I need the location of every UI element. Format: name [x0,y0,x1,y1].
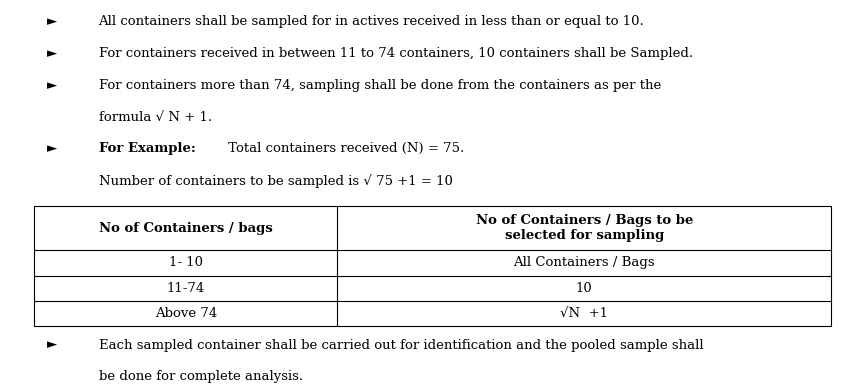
Text: Above 74: Above 74 [154,307,217,320]
Text: 1- 10: 1- 10 [169,257,203,269]
Text: formula √ N + 1.: formula √ N + 1. [99,111,212,124]
Text: ►: ► [47,142,57,156]
Text: No of Containers / Bags to be
selected for sampling: No of Containers / Bags to be selected f… [476,214,693,242]
Text: For containers received in between 11 to 74 containers, 10 containers shall be S: For containers received in between 11 to… [99,47,692,60]
Text: ►: ► [47,47,57,60]
Text: ►: ► [47,15,57,29]
Text: Total containers received (N) = 75.: Total containers received (N) = 75. [224,142,464,156]
Text: Each sampled container shall be carried out for identification and the pooled sa: Each sampled container shall be carried … [99,339,704,351]
Text: 10: 10 [576,282,592,295]
Text: All containers shall be sampled for in actives received in less than or equal to: All containers shall be sampled for in a… [99,15,644,29]
Text: Number of containers to be sampled is √ 75 +1 = 10: Number of containers to be sampled is √ … [99,174,452,188]
Text: For containers more than 74, sampling shall be done from the containers as per t: For containers more than 74, sampling sh… [99,79,661,92]
Text: No of Containers / bags: No of Containers / bags [99,222,273,235]
Text: √N  +1: √N +1 [560,307,608,320]
Text: ►: ► [47,79,57,92]
Text: For Example:: For Example: [99,142,195,156]
Text: be done for complete analysis.: be done for complete analysis. [99,370,303,383]
Text: 11-74: 11-74 [166,282,205,295]
Text: ►: ► [47,339,57,351]
Text: All Containers / Bags: All Containers / Bags [513,257,655,269]
Bar [34,206,831,326]
